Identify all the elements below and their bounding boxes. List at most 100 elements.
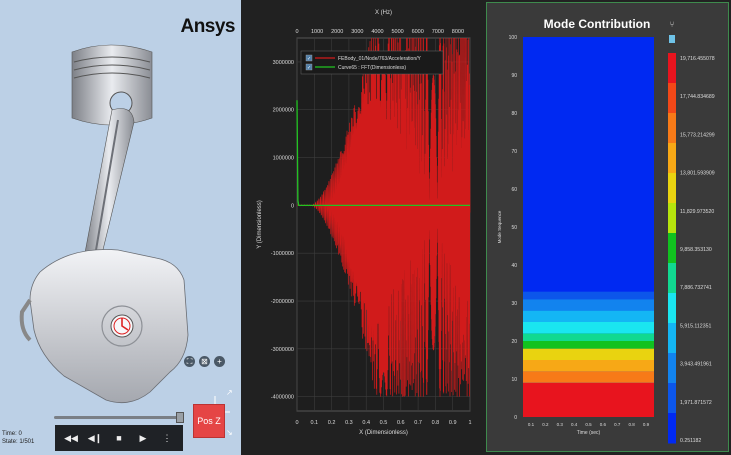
y-tick-label: 80 <box>511 111 517 117</box>
y-tick-label: -1000000 <box>271 251 294 257</box>
colorbar-label: 19,716.455078 <box>680 56 715 62</box>
piston-crankshaft-model[interactable] <box>0 0 241 455</box>
colorbar-segment <box>668 383 676 414</box>
playback-toolbar: ◀◀ ◀❙ ■ ▶ ⋮ <box>55 425 183 451</box>
y-axis-label: Mode Sequence <box>497 210 502 243</box>
y-axis-label: Y (Dimensionless) <box>257 200 263 249</box>
colorbar-label: 7,886.732741 <box>680 285 712 291</box>
top-tick-label: 1000 <box>311 29 323 35</box>
top-tick-label: 7000 <box>432 29 444 35</box>
heatmap-band <box>523 37 654 292</box>
y-tick-label: 70 <box>511 149 517 155</box>
colorbar-segment <box>668 263 676 294</box>
colorbar-segment <box>668 113 676 144</box>
top-tick-label: 0 <box>295 29 298 35</box>
rotate-down-icon[interactable]: ↘ <box>226 428 233 437</box>
y-tick-label: -2000000 <box>271 299 294 305</box>
x-tick-label: 0.2 <box>328 420 336 426</box>
colorbar-segment <box>668 353 676 384</box>
colorbar-segment <box>668 173 676 204</box>
colorbar-label: 13,801.593909 <box>680 171 715 177</box>
top-tick-label: 2000 <box>331 29 343 35</box>
colorbar-segment <box>668 413 676 444</box>
chart-legend: ✓ FEBody_01/Node/763/Acceleration/Y ✓ Curve… <box>300 50 444 75</box>
mode-contribution-panel: 0 10 20 30 40 50 60 70 80 90 100 Mode Sequence 0.1 0.… <box>486 2 729 452</box>
top-tick-label: 6000 <box>412 29 424 35</box>
colorbar-segment <box>668 293 676 324</box>
rewind-icon[interactable]: ◀◀ <box>64 432 78 443</box>
x-tick-label: 0.7 <box>614 422 621 427</box>
y-tick-label: 1000000 <box>273 156 294 162</box>
y-tick-label: 20 <box>511 339 517 345</box>
colorbar-segment <box>668 323 676 354</box>
y-tick-label: 2000000 <box>273 108 294 114</box>
heatmap-band <box>523 371 654 383</box>
view-orientation-button[interactable]: Pos Z <box>193 404 225 438</box>
timeline-slider[interactable] <box>54 412 186 423</box>
settings-icon: ⑂ <box>670 20 675 29</box>
mode-contribution-chart[interactable]: 0 10 20 30 40 50 60 70 80 90 100 Mode Sequence 0.1 0.… <box>487 3 728 451</box>
legend-label: FEBody_01/Node/763/Acceleration/Y <box>338 56 421 62</box>
colorbar-label: 15,773.214299 <box>680 132 715 138</box>
heatmap-band <box>523 299 654 311</box>
x-tick-label: 0 <box>295 420 298 426</box>
time-history-chart-panel: X (Hz) 0 1000 2000 3000 4000 5000 6000 7000 8000 0… <box>241 0 486 455</box>
x-tick-label: 0.3 <box>557 422 564 427</box>
stop-icon[interactable]: ■ <box>116 433 122 443</box>
x-tick-label: 0.4 <box>362 420 370 426</box>
x-axis-label: X (Dimensionless) <box>359 430 408 436</box>
legend-checkbox <box>305 63 313 71</box>
zoom-in-icon[interactable]: + <box>214 356 225 367</box>
fit-view-icon[interactable]: ⛶ <box>184 356 195 367</box>
top-tick-label: 3000 <box>351 29 363 35</box>
y-tick-label: -4000000 <box>271 395 294 401</box>
x-tick-label: 0.9 <box>643 422 650 427</box>
y-tick-label: 3000000 <box>273 60 294 66</box>
series-line-fft <box>296 100 470 207</box>
y-tick-label: 90 <box>511 73 517 79</box>
y-tick-label: 50 <box>511 225 517 231</box>
series-line-acceleration <box>296 37 471 397</box>
x-tick-label: 0.6 <box>397 420 405 426</box>
time-label: Time: 0 <box>2 431 22 437</box>
top-axis-label: X (Hz) <box>375 10 392 16</box>
heatmap-band <box>523 291 654 300</box>
step-back-icon[interactable]: ◀❙ <box>87 432 103 443</box>
slider-track <box>54 416 178 419</box>
colorbar-label: 5,915.112351 <box>680 323 711 329</box>
colorbar-label: 1,971.871572 <box>680 400 712 406</box>
colorbar-label: 11,829.973520 <box>680 209 714 215</box>
x-tick-label: 0.5 <box>380 420 388 426</box>
legend-label: Curve65 : FFT(Dimensionless) <box>338 65 406 71</box>
x-tick-label: 0.8 <box>628 422 635 427</box>
x-tick-label: 1 <box>468 420 471 426</box>
acceleration-chart[interactable]: X (Hz) 0 1000 2000 3000 4000 5000 6000 7000 8000 0… <box>241 0 486 455</box>
rotate-up-icon[interactable]: ↗ <box>226 388 233 397</box>
heatmap-band <box>523 322 654 334</box>
more-icon[interactable]: ⋮ <box>162 432 172 443</box>
zoom-box-icon[interactable]: ⊠ <box>199 356 210 367</box>
x-tick-label: 0.3 <box>345 420 353 426</box>
colorbar-segment <box>668 143 676 174</box>
colorbar-segment <box>668 233 676 264</box>
top-tick-label: 5000 <box>391 29 403 35</box>
x-tick-label: 0.8 <box>432 420 440 426</box>
colorbar-segment <box>668 53 676 84</box>
ansys-logo: Ansys <box>180 16 235 37</box>
state-label: State: 1/501 <box>2 439 35 445</box>
colorbar-segment <box>668 83 676 114</box>
slider-handle[interactable] <box>175 412 184 423</box>
legend-checkbox <box>305 54 313 62</box>
play-icon[interactable]: ▶ <box>139 432 147 443</box>
y-tick-label: 10 <box>511 377 517 383</box>
3d-viewer-panel[interactable]: Ansys ⛶ ⊠ + ↗ ↘ Time: 0 State: 1/501 ◀◀ … <box>0 0 241 455</box>
heatmap-band <box>523 341 654 349</box>
y-tick-label: 30 <box>511 301 517 307</box>
x-tick-label: 0.7 <box>414 420 422 426</box>
y-tick-label: 40 <box>511 263 517 269</box>
y-tick-label: -3000000 <box>271 347 294 353</box>
y-tick-label: 0 <box>514 415 517 421</box>
colorbar-label: 3,943.491961 <box>680 362 712 368</box>
heatmap-band <box>523 398 654 417</box>
